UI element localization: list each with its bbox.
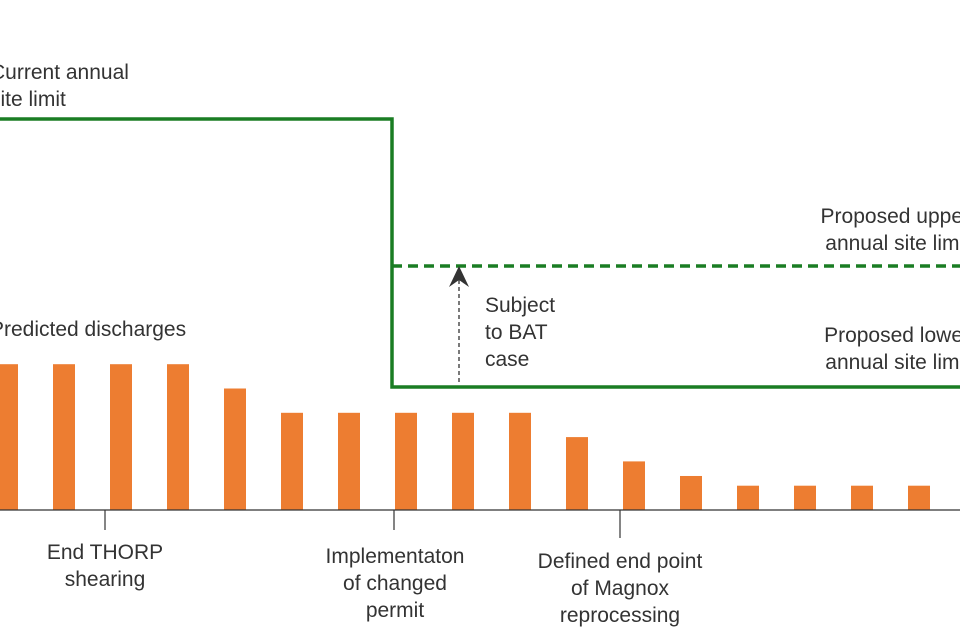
bat-case-arrow-head-icon bbox=[449, 266, 469, 287]
discharge-bar bbox=[680, 475, 702, 510]
discharge-bar bbox=[110, 364, 132, 510]
discharge-bar bbox=[794, 485, 816, 510]
implementation-label: Implementaton of changed permit bbox=[325, 545, 465, 622]
discharge-bar bbox=[566, 437, 588, 510]
predicted-discharge-bars bbox=[0, 364, 930, 510]
discharge-bar bbox=[623, 461, 645, 510]
bat-case-label: Subject to BAT case bbox=[485, 294, 556, 371]
discharge-bar bbox=[851, 485, 873, 510]
discharge-bar bbox=[53, 364, 75, 510]
discharge-bar bbox=[908, 485, 930, 510]
discharge-bar bbox=[224, 388, 246, 510]
predicted-discharges-label: Predicted discharges bbox=[0, 318, 187, 341]
discharge-bar bbox=[0, 364, 18, 510]
discharge-bar bbox=[737, 485, 759, 510]
discharge-bar bbox=[452, 412, 474, 510]
proposed-upper-label: Proposed upper annual site limit bbox=[820, 205, 960, 255]
end-thorp-label: End THORP shearing bbox=[46, 541, 164, 591]
discharge-bar bbox=[338, 412, 360, 510]
discharge-bar bbox=[395, 412, 417, 510]
discharge-bar bbox=[509, 412, 531, 510]
current-limit-line bbox=[0, 117, 960, 389]
discharge-bar bbox=[281, 412, 303, 510]
current-limit-label: Current annual site limit bbox=[0, 61, 129, 111]
proposed-lower-label: Proposed lower annual site limit bbox=[824, 324, 960, 374]
discharge-bar bbox=[167, 364, 189, 510]
magnox-end-point-label: Defined end point of Magnox reprocessing bbox=[537, 550, 703, 627]
